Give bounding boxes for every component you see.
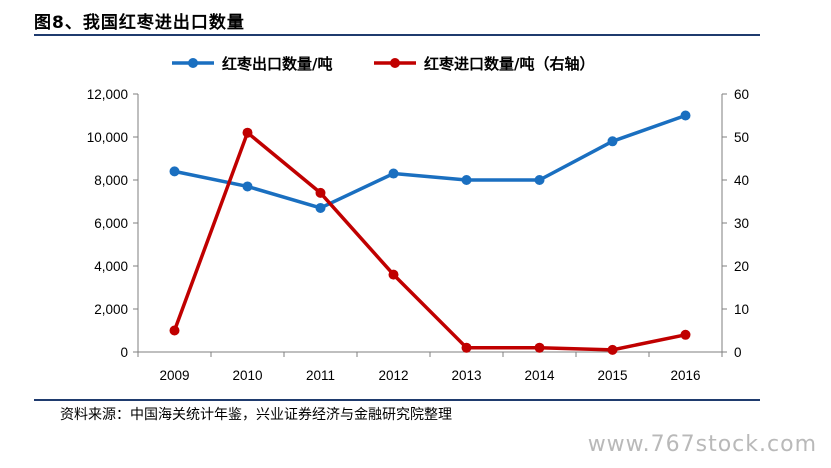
y-left-tick-label: 2,000: [94, 302, 128, 317]
y-left-tick-label: 8,000: [94, 173, 128, 188]
y-left-tick-label: 4,000: [94, 259, 128, 274]
legend-label-1: 红枣出口数量/吨: [222, 55, 332, 73]
top-rule: [34, 34, 760, 36]
y-left-tick-label: 0: [120, 345, 128, 360]
x-tick-label: 2011: [306, 368, 335, 383]
series-1-point: [242, 181, 253, 192]
y-left-tick-label: 6,000: [94, 216, 128, 231]
x-tick-label: 2014: [524, 368, 555, 383]
y-left-tick-label: 12,000: [87, 87, 128, 102]
series-1-point: [680, 110, 691, 121]
series-1-point: [315, 202, 326, 213]
series-1-point: [607, 136, 618, 147]
y-right-tick-label: 20: [734, 259, 749, 274]
source-note: 资料来源：中国海关统计年鉴，兴业证券经济与金融研究院整理: [60, 407, 452, 423]
series-1-point: [534, 175, 545, 185]
x-tick-label: 2013: [451, 368, 481, 383]
bottom-rule: [34, 399, 760, 401]
legend-marker-1: [188, 58, 198, 68]
y-right-tick-label: 40: [734, 173, 749, 188]
x-tick-label: 2012: [378, 368, 408, 383]
watermark: www.767stock.com: [587, 432, 817, 457]
series-2-point: [315, 187, 326, 198]
series-2-point: [242, 127, 253, 138]
series-line-1: [174, 113, 687, 210]
y-right-tick-label: 10: [734, 302, 749, 317]
chart: 0 2,000 4,000 6,000 8,000 10,000 12,000 0 10 20 30…: [87, 55, 749, 383]
series-2-point: [388, 269, 399, 280]
y-left-tick-label: 10,000: [87, 130, 128, 145]
y-right-tick-label: 60: [734, 87, 749, 102]
series-2-point: [169, 325, 180, 336]
series-2-point: [680, 329, 691, 340]
legend-marker-2: [390, 58, 400, 68]
y-right-tick-label: 50: [734, 130, 749, 145]
y-right-tick-label: 30: [734, 216, 749, 231]
figure-title: 图8、我国红枣进出口数量: [34, 13, 245, 33]
x-tick-label: 2010: [232, 368, 262, 383]
x-tick-label: 2015: [597, 368, 627, 383]
series-1-point: [461, 175, 472, 185]
x-tick-label: 2009: [159, 368, 189, 383]
series-2-point: [607, 344, 618, 355]
series-line-2: [172, 130, 686, 352]
y-right-tick-label: 0: [734, 345, 742, 360]
series-2-point: [461, 342, 472, 353]
series-1-point: [169, 166, 180, 177]
legend-label-2: 红枣进口数量/吨（右轴）: [424, 55, 594, 73]
x-tick-label: 2016: [670, 368, 700, 383]
series-1-point: [388, 168, 399, 179]
series-2-point: [534, 342, 545, 353]
